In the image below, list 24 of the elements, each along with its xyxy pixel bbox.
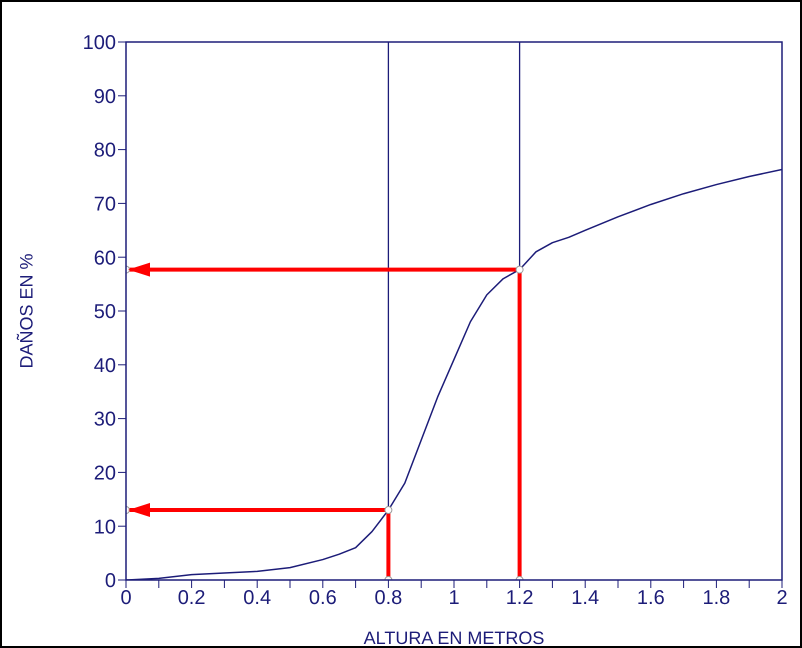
x-tick-label: 1 (448, 587, 460, 610)
x-tick-label: 2 (776, 587, 788, 610)
y-axis-title: DAÑOS EN % (16, 253, 36, 369)
x-tick-label: 0 (120, 587, 132, 610)
y-tick-label: 60 (94, 247, 116, 270)
y-tick-label: 20 (94, 462, 116, 484)
y-tick-label: 100 (82, 32, 116, 54)
x-tick-label: 1.4 (571, 587, 600, 610)
y-tick-label: 10 (94, 516, 116, 538)
x-tick-label: 1.2 (506, 587, 534, 610)
x-tick-label: 1.6 (636, 587, 665, 610)
y-tick-label: 80 (94, 140, 116, 162)
y-tick-label: 50 (94, 301, 116, 324)
x-axis-title: ALTURA EN METROS (364, 628, 544, 648)
x-tick-label: 1.8 (702, 587, 730, 610)
y-tick-label: 30 (94, 408, 116, 431)
x-tick-label: 0.2 (178, 587, 206, 610)
x-tick-label: 0.4 (243, 587, 272, 610)
y-tick-label: 70 (94, 194, 116, 216)
x-tick-label: 0.8 (374, 587, 402, 610)
y-tick-label: 0 (104, 570, 116, 592)
y-tick-label: 90 (94, 86, 116, 108)
y-tick-label: 40 (94, 354, 116, 377)
x-tick-label: 0.6 (308, 587, 337, 610)
